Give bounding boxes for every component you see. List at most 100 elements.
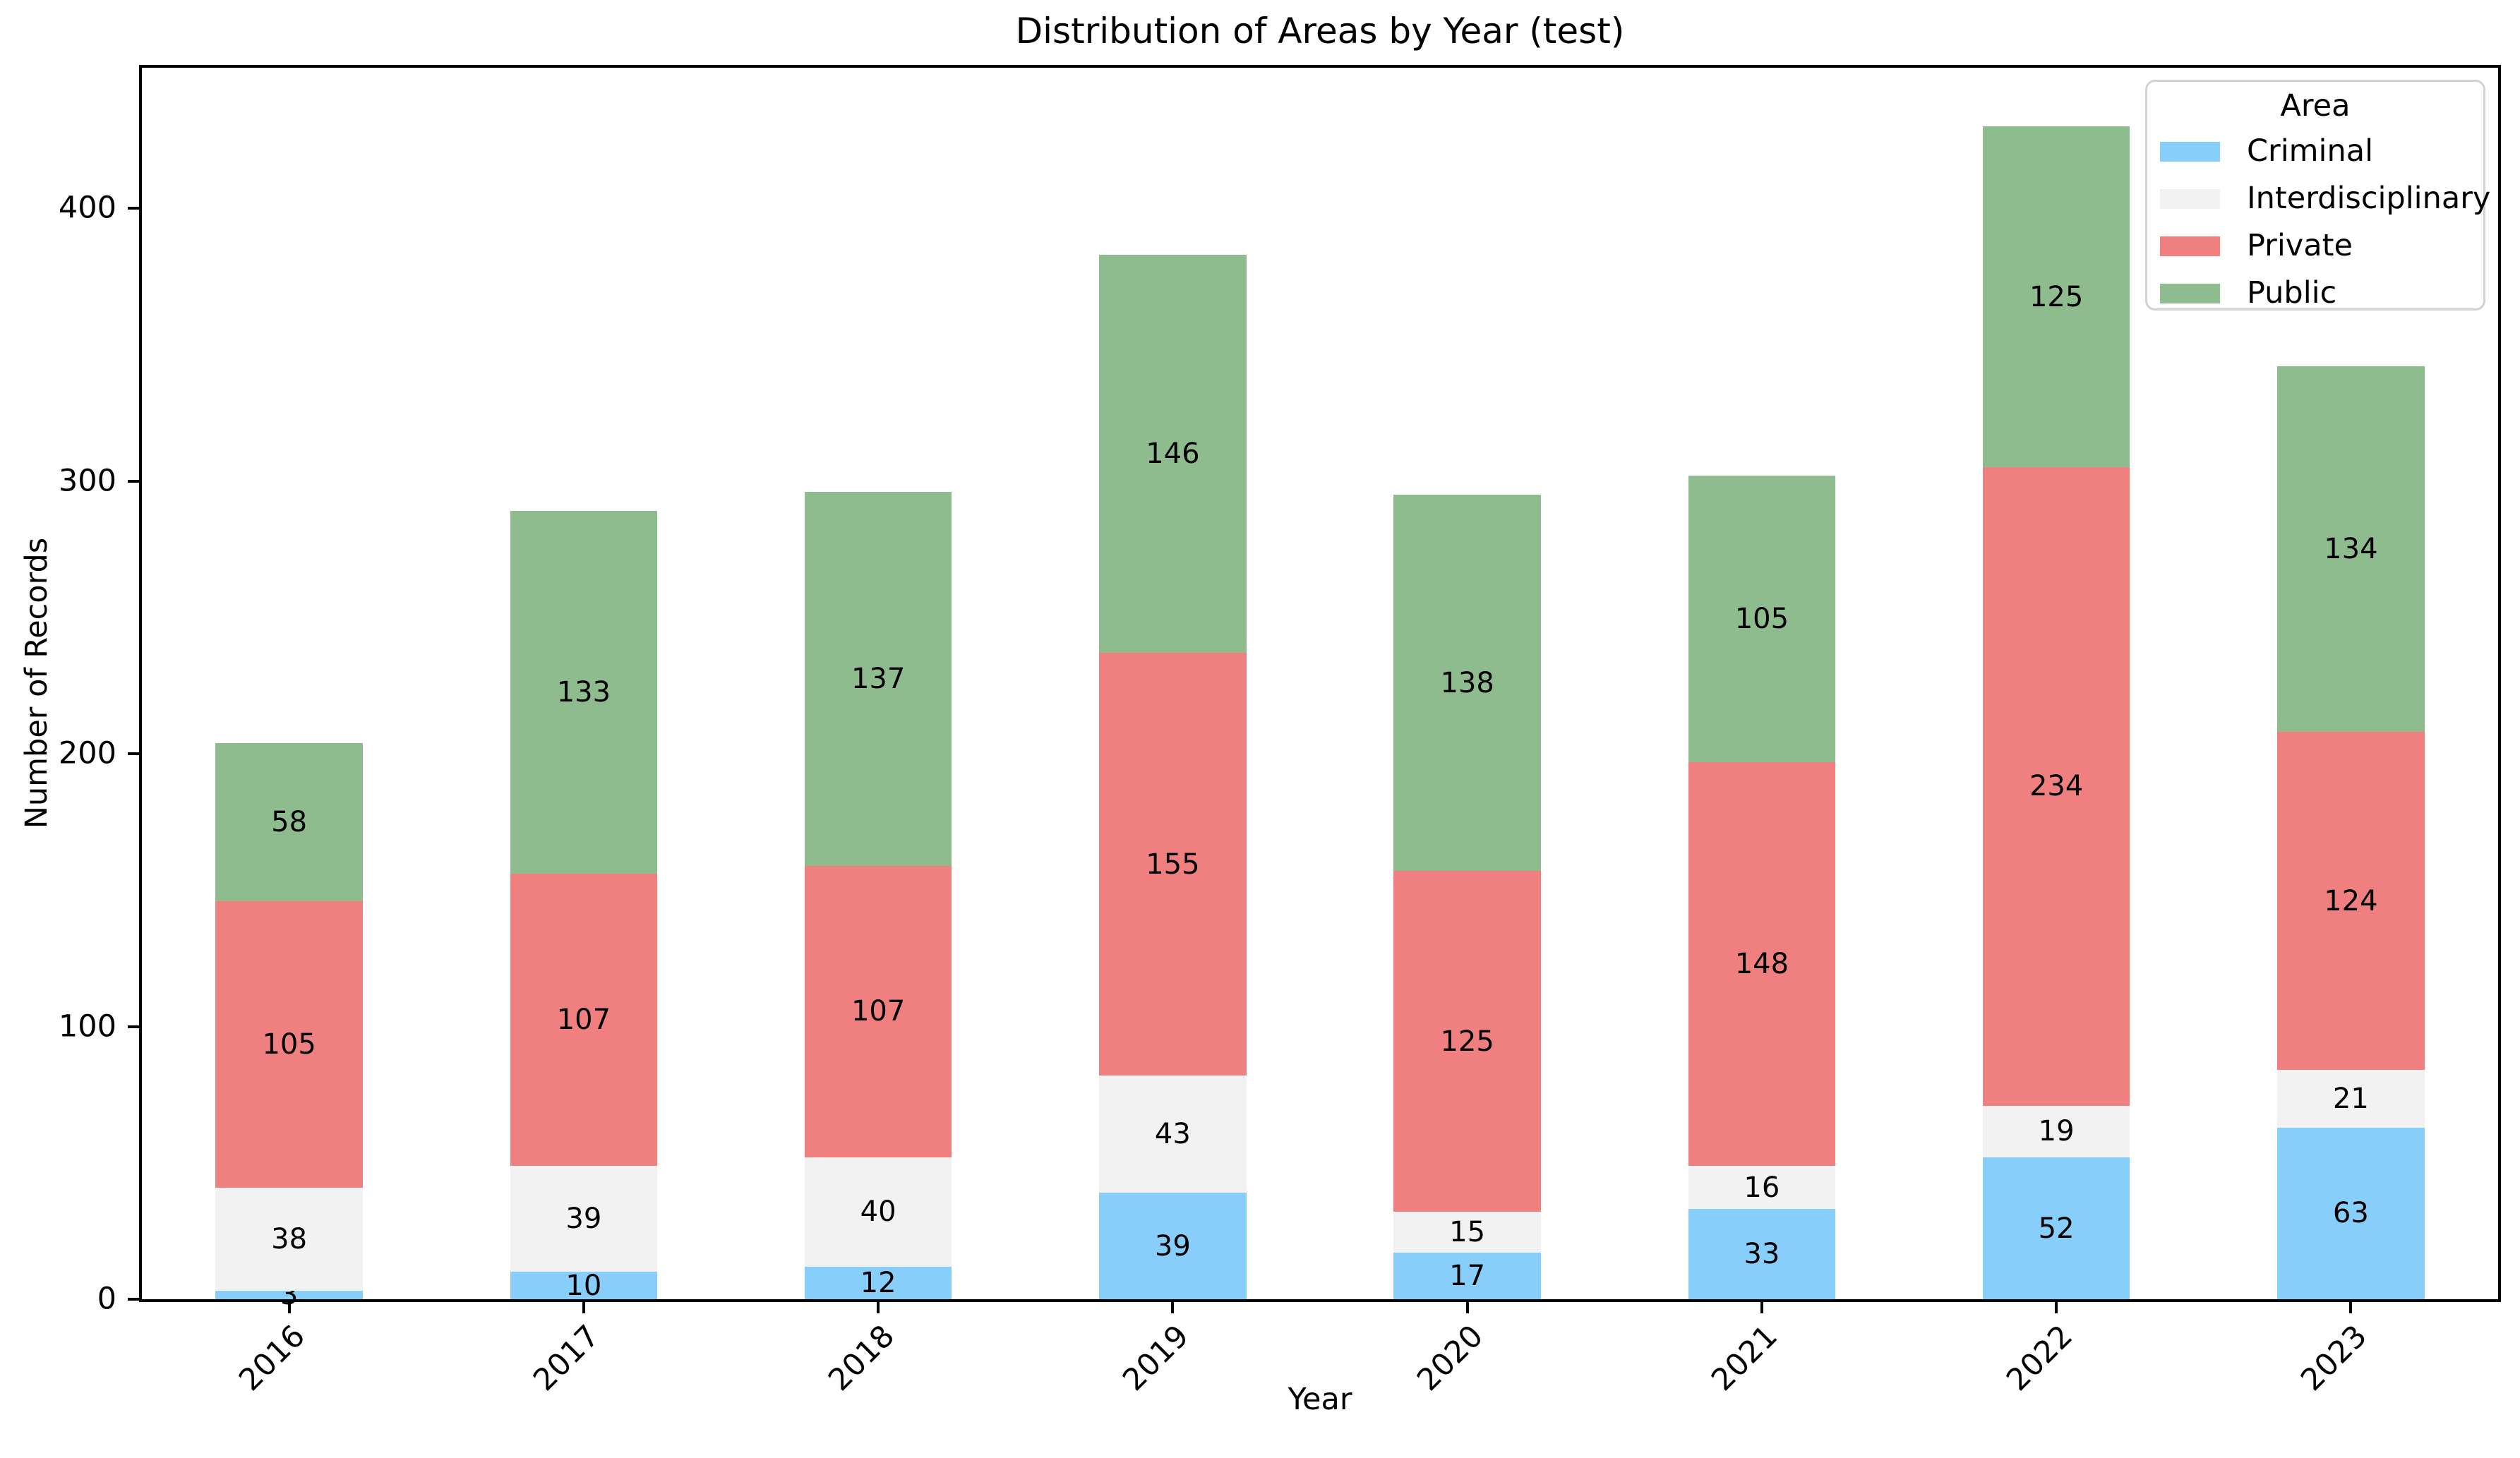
- y-tick-mark: [128, 479, 139, 483]
- bar-value-label: 16: [1744, 1171, 1780, 1204]
- bar-value-label: 105: [262, 1028, 316, 1061]
- bar-segment-interdisciplinary: 15: [1393, 1212, 1541, 1253]
- bar-segment-interdisciplinary: 19: [1982, 1105, 2130, 1158]
- bar-segment-public: 125: [1982, 126, 2130, 468]
- bar-segment-interdisciplinary: 38: [215, 1187, 363, 1291]
- bar-segment-criminal: 12: [804, 1266, 952, 1299]
- x-tick-mark: [1465, 1302, 1469, 1313]
- legend-swatch: [2160, 188, 2220, 209]
- bar-value-label: 105: [1734, 602, 1789, 635]
- chart-title: Distribution of Areas by Year (test): [1015, 11, 1625, 52]
- bar-segment-criminal: 63: [2277, 1127, 2425, 1299]
- bar-segment-interdisciplinary: 40: [804, 1157, 952, 1267]
- x-tick-mark: [287, 1302, 291, 1313]
- stacked-bar-2016: 3 38 105 58: [215, 742, 363, 1309]
- legend-entry-criminal: Criminal: [2160, 128, 2471, 175]
- bar-segment-private: 234: [1982, 467, 2130, 1106]
- plot-area: 0 100 200 300 400 2016 3 38 105 58 2017 10 39 107 133 2…: [59, 65, 2501, 1398]
- stacked-bar-2021: 33 16 148 105: [1688, 475, 1836, 1299]
- bar-value-label: 39: [565, 1203, 602, 1235]
- bar-value-label: 134: [2324, 533, 2378, 566]
- bar-value-label: 52: [2038, 1212, 2075, 1245]
- bar-segment-public: 146: [1099, 254, 1247, 653]
- bar-value-label: 125: [1440, 1025, 1494, 1058]
- stacked-bar-2022: 52 19 234 125: [1982, 126, 2130, 1299]
- bar-value-label: 39: [1154, 1229, 1191, 1263]
- bar-segment-criminal: 33: [1688, 1209, 1836, 1299]
- bar-segment-public: 134: [2277, 366, 2425, 733]
- bar-value-label: 146: [1146, 437, 1200, 470]
- bar-segment-private: 124: [2277, 732, 2425, 1071]
- legend-swatch: [2160, 283, 2220, 303]
- legend-label: Criminal: [2247, 133, 2374, 169]
- bar-segment-private: 107: [804, 865, 952, 1158]
- bar-segment-criminal: 52: [1982, 1157, 2130, 1299]
- bar-segment-public: 133: [510, 511, 658, 874]
- bar-segment-private: 125: [1393, 871, 1541, 1212]
- y-tick-label: 100: [58, 1008, 116, 1044]
- legend-swatch: [2160, 236, 2220, 256]
- bar-value-label: 63: [2332, 1197, 2369, 1230]
- x-tick-mark: [2349, 1302, 2353, 1313]
- bar-value-label: 21: [2332, 1082, 2369, 1115]
- y-tick-mark: [128, 752, 139, 756]
- x-tick-mark: [2055, 1302, 2058, 1313]
- stacked-bar-2017: 10 39 107 133: [510, 511, 658, 1302]
- x-tick-mark: [1760, 1302, 1763, 1313]
- bar-segment-private: 105: [215, 900, 363, 1188]
- bar-value-label: 133: [556, 676, 611, 709]
- bar-value-label: 137: [851, 662, 906, 695]
- bar-value-label: 138: [1440, 666, 1494, 699]
- legend: Area Criminal Interdisciplinary Private Pub…: [2145, 80, 2490, 311]
- bar-value-label: 38: [271, 1222, 308, 1255]
- bar-segment-public: 138: [1393, 494, 1541, 872]
- bar-value-label: 107: [851, 995, 906, 1028]
- bar-value-label: 19: [2038, 1115, 2075, 1148]
- bar-segment-private: 107: [510, 874, 658, 1166]
- x-tick-mark: [582, 1302, 585, 1313]
- bar-segment-interdisciplinary: 16: [1688, 1165, 1836, 1210]
- bar-value-label: 148: [1734, 947, 1789, 980]
- bar-segment-interdisciplinary: 39: [510, 1165, 658, 1272]
- x-tick-mark: [1171, 1302, 1175, 1313]
- stacked-bar-2023: 63 21 124 134: [2277, 366, 2425, 1299]
- bar-value-label: 10: [565, 1269, 602, 1302]
- legend-entry-interdisciplinary: Interdisciplinary: [2160, 175, 2490, 222]
- bar-value-label: 125: [2029, 280, 2084, 313]
- bar-segment-criminal: 3: [215, 1281, 363, 1309]
- bar-segment-private: 148: [1688, 761, 1836, 1166]
- legend-title: Area: [2280, 88, 2351, 123]
- bar-segment-interdisciplinary: 43: [1099, 1076, 1247, 1193]
- bar-segment-criminal: 39: [1099, 1193, 1247, 1299]
- bar-segment-criminal: 10: [510, 1269, 658, 1302]
- bar-segment-private: 155: [1099, 653, 1247, 1076]
- bar-segment-interdisciplinary: 21: [2277, 1070, 2425, 1128]
- stacked-bar-2018: 12 40 107 137: [804, 492, 952, 1299]
- legend-label: Private: [2247, 228, 2353, 264]
- bar-value-label: 234: [2029, 770, 2084, 803]
- y-tick-mark: [128, 1025, 139, 1028]
- legend-entries: Criminal Interdisciplinary Private Public: [2160, 128, 2490, 317]
- legend-label: Interdisciplinary: [2247, 181, 2491, 217]
- bar-value-label: 43: [1154, 1118, 1191, 1151]
- bar-segment-criminal: 17: [1393, 1253, 1541, 1299]
- y-axis-label: Number of Records: [19, 537, 54, 829]
- legend-entry-public: Public: [2160, 270, 2471, 317]
- bar-value-label: 58: [271, 805, 308, 838]
- bar-value-label: 15: [1449, 1216, 1486, 1249]
- y-tick-label: 200: [58, 735, 116, 771]
- stacked-bar-2019: 39 43 155 146: [1099, 254, 1247, 1299]
- bar-segment-public: 58: [215, 742, 363, 901]
- legend-label: Public: [2247, 275, 2337, 311]
- legend-entry-private: Private: [2160, 222, 2471, 270]
- x-tick-mark: [877, 1302, 880, 1313]
- bar-segment-public: 105: [1688, 475, 1836, 762]
- x-axis-label: Year: [1288, 1382, 1352, 1417]
- bar-value-label: 155: [1146, 848, 1200, 881]
- stacked-bar-2020: 17 15 125 138: [1393, 494, 1541, 1299]
- y-tick-label: 300: [58, 463, 116, 499]
- y-tick-mark: [128, 207, 139, 210]
- bar-value-label: 124: [2324, 884, 2378, 917]
- legend-swatch: [2160, 141, 2220, 162]
